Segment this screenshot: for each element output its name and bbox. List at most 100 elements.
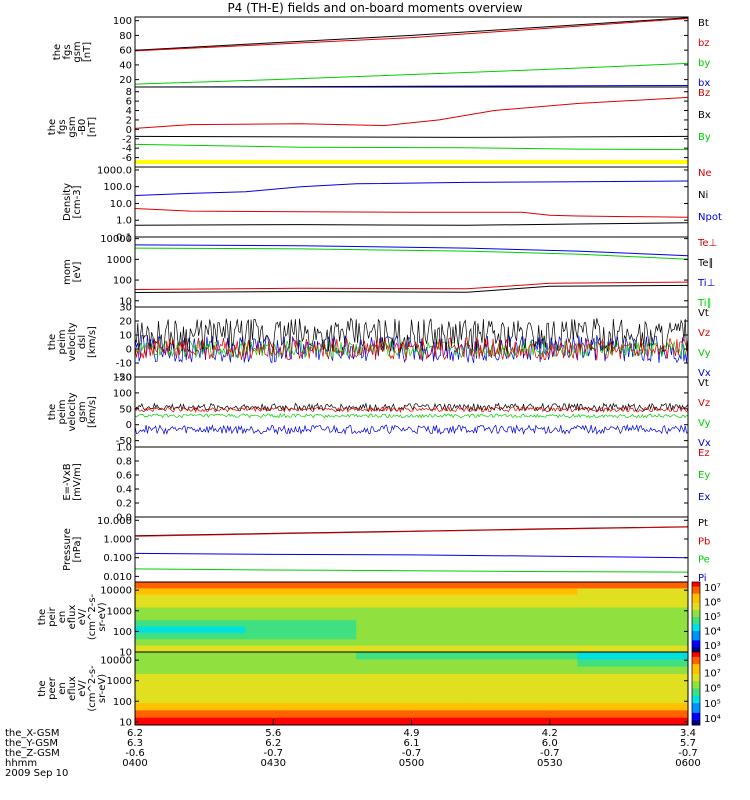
heat-cell [135, 717, 247, 726]
heat-cell [466, 626, 578, 634]
series-Bt [134, 17, 689, 51]
colorbar-frame [691, 651, 701, 726]
colorbar: 10⁷ 10⁶ 10⁵ 10⁴ 10³ [691, 581, 721, 653]
legend-Vx: Vx [698, 438, 711, 449]
series-Ti∥ [134, 247, 689, 260]
series-Pi [134, 552, 689, 559]
y-tick-label: 100 [113, 627, 132, 638]
legend-Ti∥: Ti∥ [697, 298, 712, 309]
colorbar-cell [692, 698, 700, 702]
y-axis-label: gsm [67, 116, 78, 137]
colorbar-cell [692, 652, 700, 655]
colorbar-cell [692, 666, 700, 670]
heat-cell [135, 613, 247, 621]
heat-cell [466, 659, 578, 668]
y-axis-label: [mV/m] [72, 463, 83, 501]
legend-By: By [698, 132, 711, 143]
heat-cell [135, 582, 247, 589]
colorbar-cell [692, 617, 700, 620]
y-axis-label: the [37, 680, 48, 696]
colorbar-cell [692, 659, 700, 663]
footer-value: 6.1 [403, 738, 420, 749]
heat-cell [577, 639, 689, 647]
footer-value: 5.7 [680, 738, 696, 749]
heat-cell [466, 632, 578, 640]
heat-cell [356, 695, 468, 704]
heat-cell [577, 613, 689, 621]
heat-cell [356, 582, 468, 589]
colorbar-cell [692, 614, 700, 618]
heat-cell [135, 588, 247, 596]
legend-Pt: Pt [698, 518, 708, 529]
y-axis-label: the [37, 609, 48, 625]
y-axis-label: [eV] [72, 262, 83, 283]
y-axis-label: en [57, 682, 68, 695]
colorbar-cell [692, 633, 700, 637]
legend-Ni: Ni [698, 190, 708, 201]
heat-cell [577, 673, 689, 682]
y-axis-label: [nT] [87, 117, 98, 137]
heat-cell [577, 582, 689, 589]
y-tick-label: 0.2 [116, 499, 132, 510]
y-axis-label: dsl [77, 335, 88, 349]
footer-date: 2009 Sep 10 [5, 768, 69, 779]
heat-cell [356, 688, 468, 697]
heat-cell [577, 645, 689, 653]
heat-cell [577, 688, 689, 697]
heat-cell [245, 626, 357, 634]
series-Ni [134, 222, 689, 226]
colorbar-cell [692, 607, 700, 611]
colorbar-cell [692, 690, 700, 694]
legend-Vt: Vt [698, 308, 709, 319]
colorbar-cell [692, 712, 700, 716]
heat-cell [356, 613, 468, 621]
noisy-trace [134, 334, 689, 364]
colorbar-cell [692, 624, 700, 627]
colorbar-tick-label: 10⁸ [704, 653, 721, 664]
heat-cell [466, 613, 578, 621]
y-tick-label: 2 [126, 115, 132, 126]
y-tick-label: 10 [119, 717, 132, 728]
heat-cell [135, 695, 247, 704]
y-tick-label: 50 [119, 404, 132, 415]
heat-cell [135, 632, 247, 640]
heat-cell [245, 601, 357, 608]
chart-title: P4 (TH-E) fields and on-board moments ov… [227, 1, 523, 15]
panel-frame [134, 376, 689, 448]
heat-cell [245, 710, 357, 719]
y-axis-label: peim [57, 399, 68, 424]
heat-cell [135, 688, 247, 697]
heat-cell [245, 632, 357, 640]
panel-4: 10 100 1000 10000 mom [eV] Te⊥ Te∥ Ti⊥ Ti∥ [62, 234, 717, 309]
panel-frame [134, 446, 689, 518]
heat-cell [356, 620, 468, 628]
y-axis-label: fgs [57, 119, 68, 134]
series-Bz [134, 96, 689, 129]
heat-cell [466, 652, 578, 660]
legend-Ey: Ey [698, 470, 710, 481]
y-axis-label: Pressure [62, 528, 73, 571]
colorbar-cell [692, 686, 700, 689]
y-tick-label: 100 [113, 388, 132, 399]
footer-value: -0.7 [401, 748, 422, 759]
footer-value: -0.7 [263, 748, 283, 759]
footer-value: 3.4 [680, 728, 696, 739]
heat-cell [135, 645, 247, 653]
y-tick-label: 8 [126, 87, 132, 98]
heat-cell [577, 710, 689, 719]
legend-Ne: Ne [698, 168, 712, 179]
y-tick-label: -4 [122, 144, 132, 155]
colorbar-cell [692, 703, 700, 707]
heat-cell [356, 703, 468, 711]
footer-value: -0.6 [125, 748, 145, 759]
colorbar-cell [692, 603, 700, 606]
series-By [134, 143, 689, 151]
series-Te⊥ [134, 281, 689, 290]
y-axis-label: [km/s] [87, 326, 98, 358]
y-axis-label: eV/ [77, 608, 88, 625]
heat-cell [245, 659, 357, 668]
legend-Bt: Bt [698, 18, 709, 29]
heat-cell [245, 582, 357, 589]
colorbar-cell [692, 638, 700, 641]
